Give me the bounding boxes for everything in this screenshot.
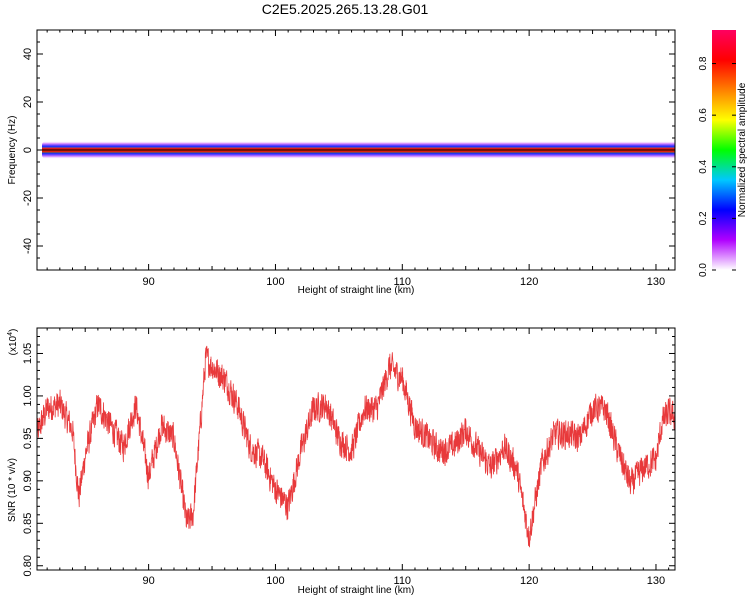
spectrogram-y-ticks: 40 20 0 -20 -40 xyxy=(22,41,675,259)
spectrogram-x-axis-label: Height of straight line (km) xyxy=(298,285,415,296)
snr-y-ticks: 1.05 1.00 0.95 0.90 0.85 0.80 xyxy=(22,335,675,576)
spectrogram-y-tick-label: 40 xyxy=(22,48,34,60)
snr-y-axis-label: SNR (10 * v/v) xyxy=(7,458,18,522)
spectrogram-y-tick-label: 20 xyxy=(22,96,34,108)
colorbar-tick-label: 0.2 xyxy=(698,211,709,225)
snr-scale-prefix: (x10 xyxy=(8,335,19,355)
spectrogram-x-tick-label: 110 xyxy=(394,276,412,288)
spectrogram-band xyxy=(42,141,675,159)
spectrogram-x-tick-label: 90 xyxy=(142,276,154,288)
spectrogram-x-tick-label: 130 xyxy=(647,276,665,288)
snr-scale-suffix: ) xyxy=(8,329,19,332)
snr-y-tick-label: 0.95 xyxy=(22,428,34,449)
spectrogram-x-tick-label: 120 xyxy=(520,276,538,288)
snr-y-tick-label: 0.90 xyxy=(22,470,34,491)
snr-x-ticks: 90 100 110 120 130 xyxy=(46,328,670,587)
spectrogram-y-tick-label: -40 xyxy=(22,238,34,254)
colorbar-tick-label: 0.6 xyxy=(698,108,709,122)
colorbar-ticks: 0.0 0.2 0.4 0.6 0.8 xyxy=(698,56,736,277)
snr-scale-exponent: 4 xyxy=(7,332,14,336)
snr-x-tick-label: 120 xyxy=(520,575,538,587)
spectrogram-y-tick-label: -20 xyxy=(22,190,34,206)
snr-y-tick-label: 1.00 xyxy=(22,385,34,406)
snr-x-tick-label: 100 xyxy=(266,575,284,587)
colorbar: 0.0 0.2 0.4 0.6 0.8 Normalized spectral ampl… xyxy=(698,30,748,277)
snr-x-tick-label: 110 xyxy=(394,575,412,587)
colorbar-gradient xyxy=(712,30,736,270)
colorbar-tick-label: 0.4 xyxy=(698,159,709,173)
snr-y-tick-label: 1.05 xyxy=(22,343,34,364)
snr-series-line xyxy=(37,345,675,548)
figure-title: C2E5.2025.265.13.28.G01 xyxy=(262,1,429,17)
snr-x-axis-label: Height of straight line (km) xyxy=(298,585,415,596)
colorbar-tick-label: 0.8 xyxy=(698,56,709,70)
snr-x-tick-label: 90 xyxy=(142,575,154,587)
snr-y-tick-label: 0.85 xyxy=(22,513,34,534)
colorbar-label: Normalized spectral amplitude xyxy=(737,82,748,217)
spectrogram-x-ticks: 90 100 110 120 130 xyxy=(46,30,670,288)
snr-frame xyxy=(36,327,676,571)
snr-panel: 90 100 110 120 130 1.051.000.950.900.850.80 … xyxy=(7,327,676,596)
snr-scale-label: (x104) xyxy=(7,329,19,356)
spectrogram-y-tick-label: 0 xyxy=(22,147,34,153)
spectrogram-panel: 90 100 110 120 130 40 20 0 -20 -40 Height of str… xyxy=(7,29,676,296)
spectrogram-x-tick-label: 100 xyxy=(266,276,284,288)
colorbar-tick-label: 0.0 xyxy=(698,263,709,277)
spectrogram-y-axis-label: Frequency (Hz) xyxy=(7,116,18,185)
snr-y-tick-label: 0.80 xyxy=(22,555,34,576)
snr-x-tick-label: 130 xyxy=(647,575,665,587)
